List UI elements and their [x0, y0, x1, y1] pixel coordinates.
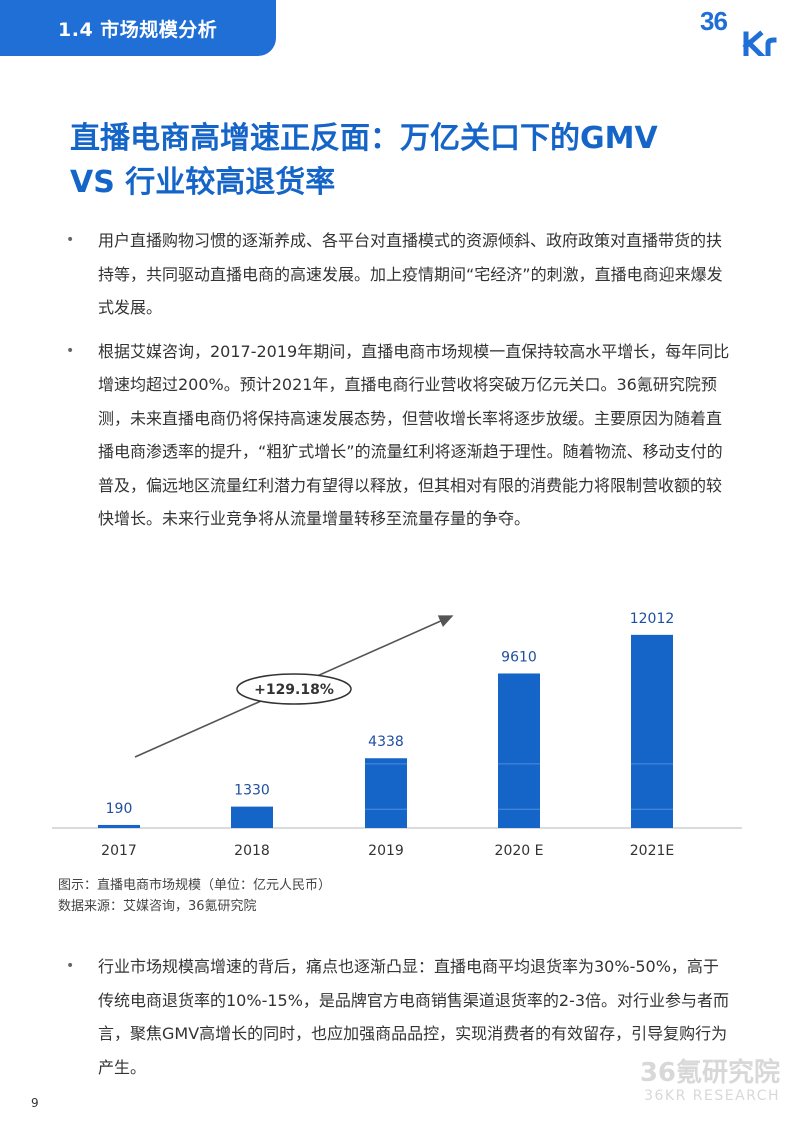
x-tick-label: 2020 E: [495, 843, 544, 859]
figure-caption: 图示：直播电商市场规模（单位：亿元人民币）: [58, 878, 332, 893]
bullet-dot-icon: •: [66, 958, 75, 974]
bar-2020-E: [498, 673, 540, 828]
market-size-chart: +129.18% 190 2017 1330 2018 4338 2019 9610 2020…: [0, 585, 794, 875]
bar-chart-svg: +129.18% 190 2017 1330 2018 4338 2019 9610 2020…: [52, 611, 742, 859]
page-headline: 直播电商高增速正反面：万亿关口下的GMV VS 行业较高退货率: [70, 117, 730, 205]
bullet-list-top: • 用户直播购物习惯的逐渐养成、各平台对直播模式的资源倾斜、政府政策对直播带货的…: [64, 224, 734, 546]
data-label: 12012: [630, 611, 675, 627]
bar-2021E: [631, 634, 673, 828]
x-tick-label: 2017: [101, 843, 137, 859]
growth-annotation-bubble: [236, 673, 352, 705]
bar-2019: [365, 758, 407, 828]
bullet-text: 根据艾媒咨询，2017-2019年期间，直播电商市场规模一直保持较高水平增长，每…: [98, 341, 730, 529]
watermark: 36氪研究院 36KR RESEARCH: [600, 1058, 780, 1104]
data-label: 1330: [234, 783, 270, 799]
data-label: 4338: [368, 734, 404, 750]
watermark-cn: 36氪研究院: [639, 1058, 780, 1088]
x-tick-label: 2019: [368, 843, 404, 859]
x-tick-label: 2021E: [630, 843, 674, 859]
list-item: • 根据艾媒咨询，2017-2019年期间，直播电商市场规模一直保持较高水平增长…: [64, 335, 734, 536]
page-number: 9: [31, 1096, 39, 1110]
bar-2018: [231, 806, 273, 828]
data-label: 9610: [501, 649, 537, 665]
bullet-dot-icon: •: [66, 342, 75, 359]
growth-annotation-label: +129.18%: [254, 682, 334, 698]
watermark-en: 36KR RESEARCH: [644, 1088, 780, 1104]
data-label: 190: [106, 801, 133, 817]
x-tick-label: 2018: [234, 843, 270, 859]
list-item: • 行业市场规模高增速的背后，痛点也逐渐凸显：直播电商平均退货率为30%-50%…: [64, 950, 734, 1084]
headline-line-2: VS 行业较高退货率: [70, 165, 336, 200]
bar-2017: [98, 824, 140, 828]
36kr-logo: 36: [700, 6, 777, 56]
list-item: • 用户直播购物习惯的逐渐养成、各平台对直播模式的资源倾斜、政府政策对直播带货的…: [64, 224, 734, 325]
section-title: 1.4 市场规模分析: [58, 19, 218, 41]
source-caption: 数据来源：艾媒咨询，36氪研究院: [58, 899, 257, 914]
bullet-list-bottom: • 行业市场规模高增速的背后，痛点也逐渐凸显：直播电商平均退货率为30%-50%…: [64, 950, 734, 1094]
bullet-dot-icon: •: [66, 232, 75, 248]
svg-text:36: 36: [700, 6, 727, 36]
headline-line-1: 直播电商高增速正反面：万亿关口下的GMV: [70, 121, 658, 156]
section-header-tab: 1.4 市场规模分析: [0, 0, 276, 56]
bullet-text: 行业市场规模高增速的背后，痛点也逐渐凸显：直播电商平均退货率为30%-50%，高…: [98, 957, 730, 1077]
figure-captions: 图示：直播电商市场规模（单位：亿元人民币） 数据来源：艾媒咨询，36氪研究院: [58, 875, 331, 917]
bullet-text: 用户直播购物习惯的逐渐养成、各平台对直播模式的资源倾斜、政府政策对直播带货的扶持…: [98, 231, 723, 317]
